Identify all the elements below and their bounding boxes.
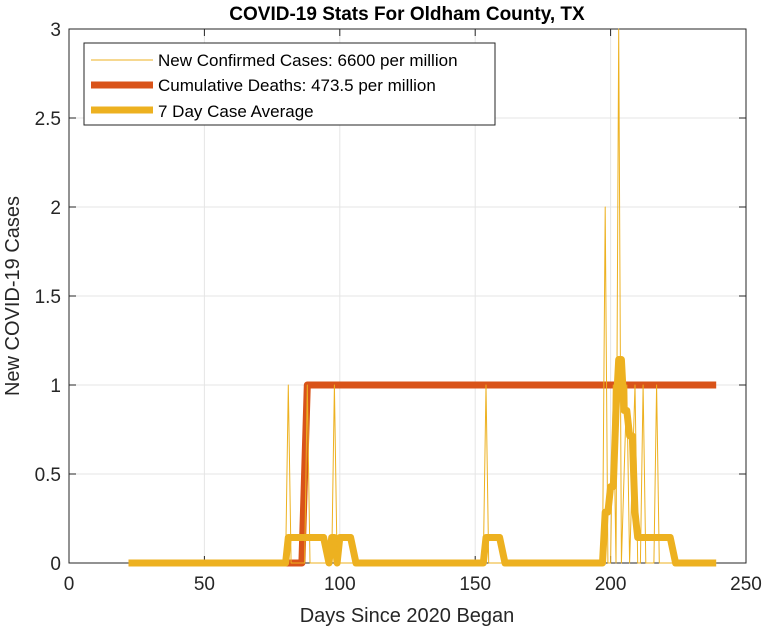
y-tick-label-5: 2.5	[35, 109, 61, 130]
x-tick-label-0: 0	[64, 574, 75, 595]
new-cases-line	[128, 28, 717, 564]
y-tick-label-0: 0	[50, 554, 61, 575]
seven-day-average-line	[128, 356, 717, 567]
y-tick-label-1: 0.5	[35, 465, 61, 486]
legend-label-new-cases: New Confirmed Cases: 6600 per million	[158, 51, 458, 70]
x-tick-label-4: 200	[595, 574, 627, 595]
legend: New Confirmed Cases: 6600 per million Cu…	[83, 42, 496, 126]
x-axis-label: Days Since 2020 Began	[300, 605, 515, 627]
series-layer	[128, 28, 717, 567]
y-axis-label: New COVID-19 Cases	[2, 196, 24, 396]
legend-label-deaths: Cumulative Deaths: 473.5 per million	[158, 76, 436, 95]
tick-labels: 0 50 100 150 200 250 0 0.5 1 1.5 2 2.5 3	[35, 20, 762, 595]
y-tick-label-6: 3	[50, 20, 61, 41]
y-tick-label-3: 1.5	[35, 287, 61, 308]
y-tick-label-4: 2	[50, 198, 61, 219]
x-tick-label-2: 100	[324, 574, 356, 595]
y-tick-label-2: 1	[50, 376, 61, 397]
x-tick-label-5: 250	[730, 574, 762, 595]
x-tick-label-1: 50	[194, 574, 215, 595]
legend-label-average: 7 Day Case Average	[158, 102, 314, 121]
chart-title: COVID-19 Stats For Oldham County, TX	[229, 4, 585, 25]
x-tick-label-3: 150	[459, 574, 491, 595]
